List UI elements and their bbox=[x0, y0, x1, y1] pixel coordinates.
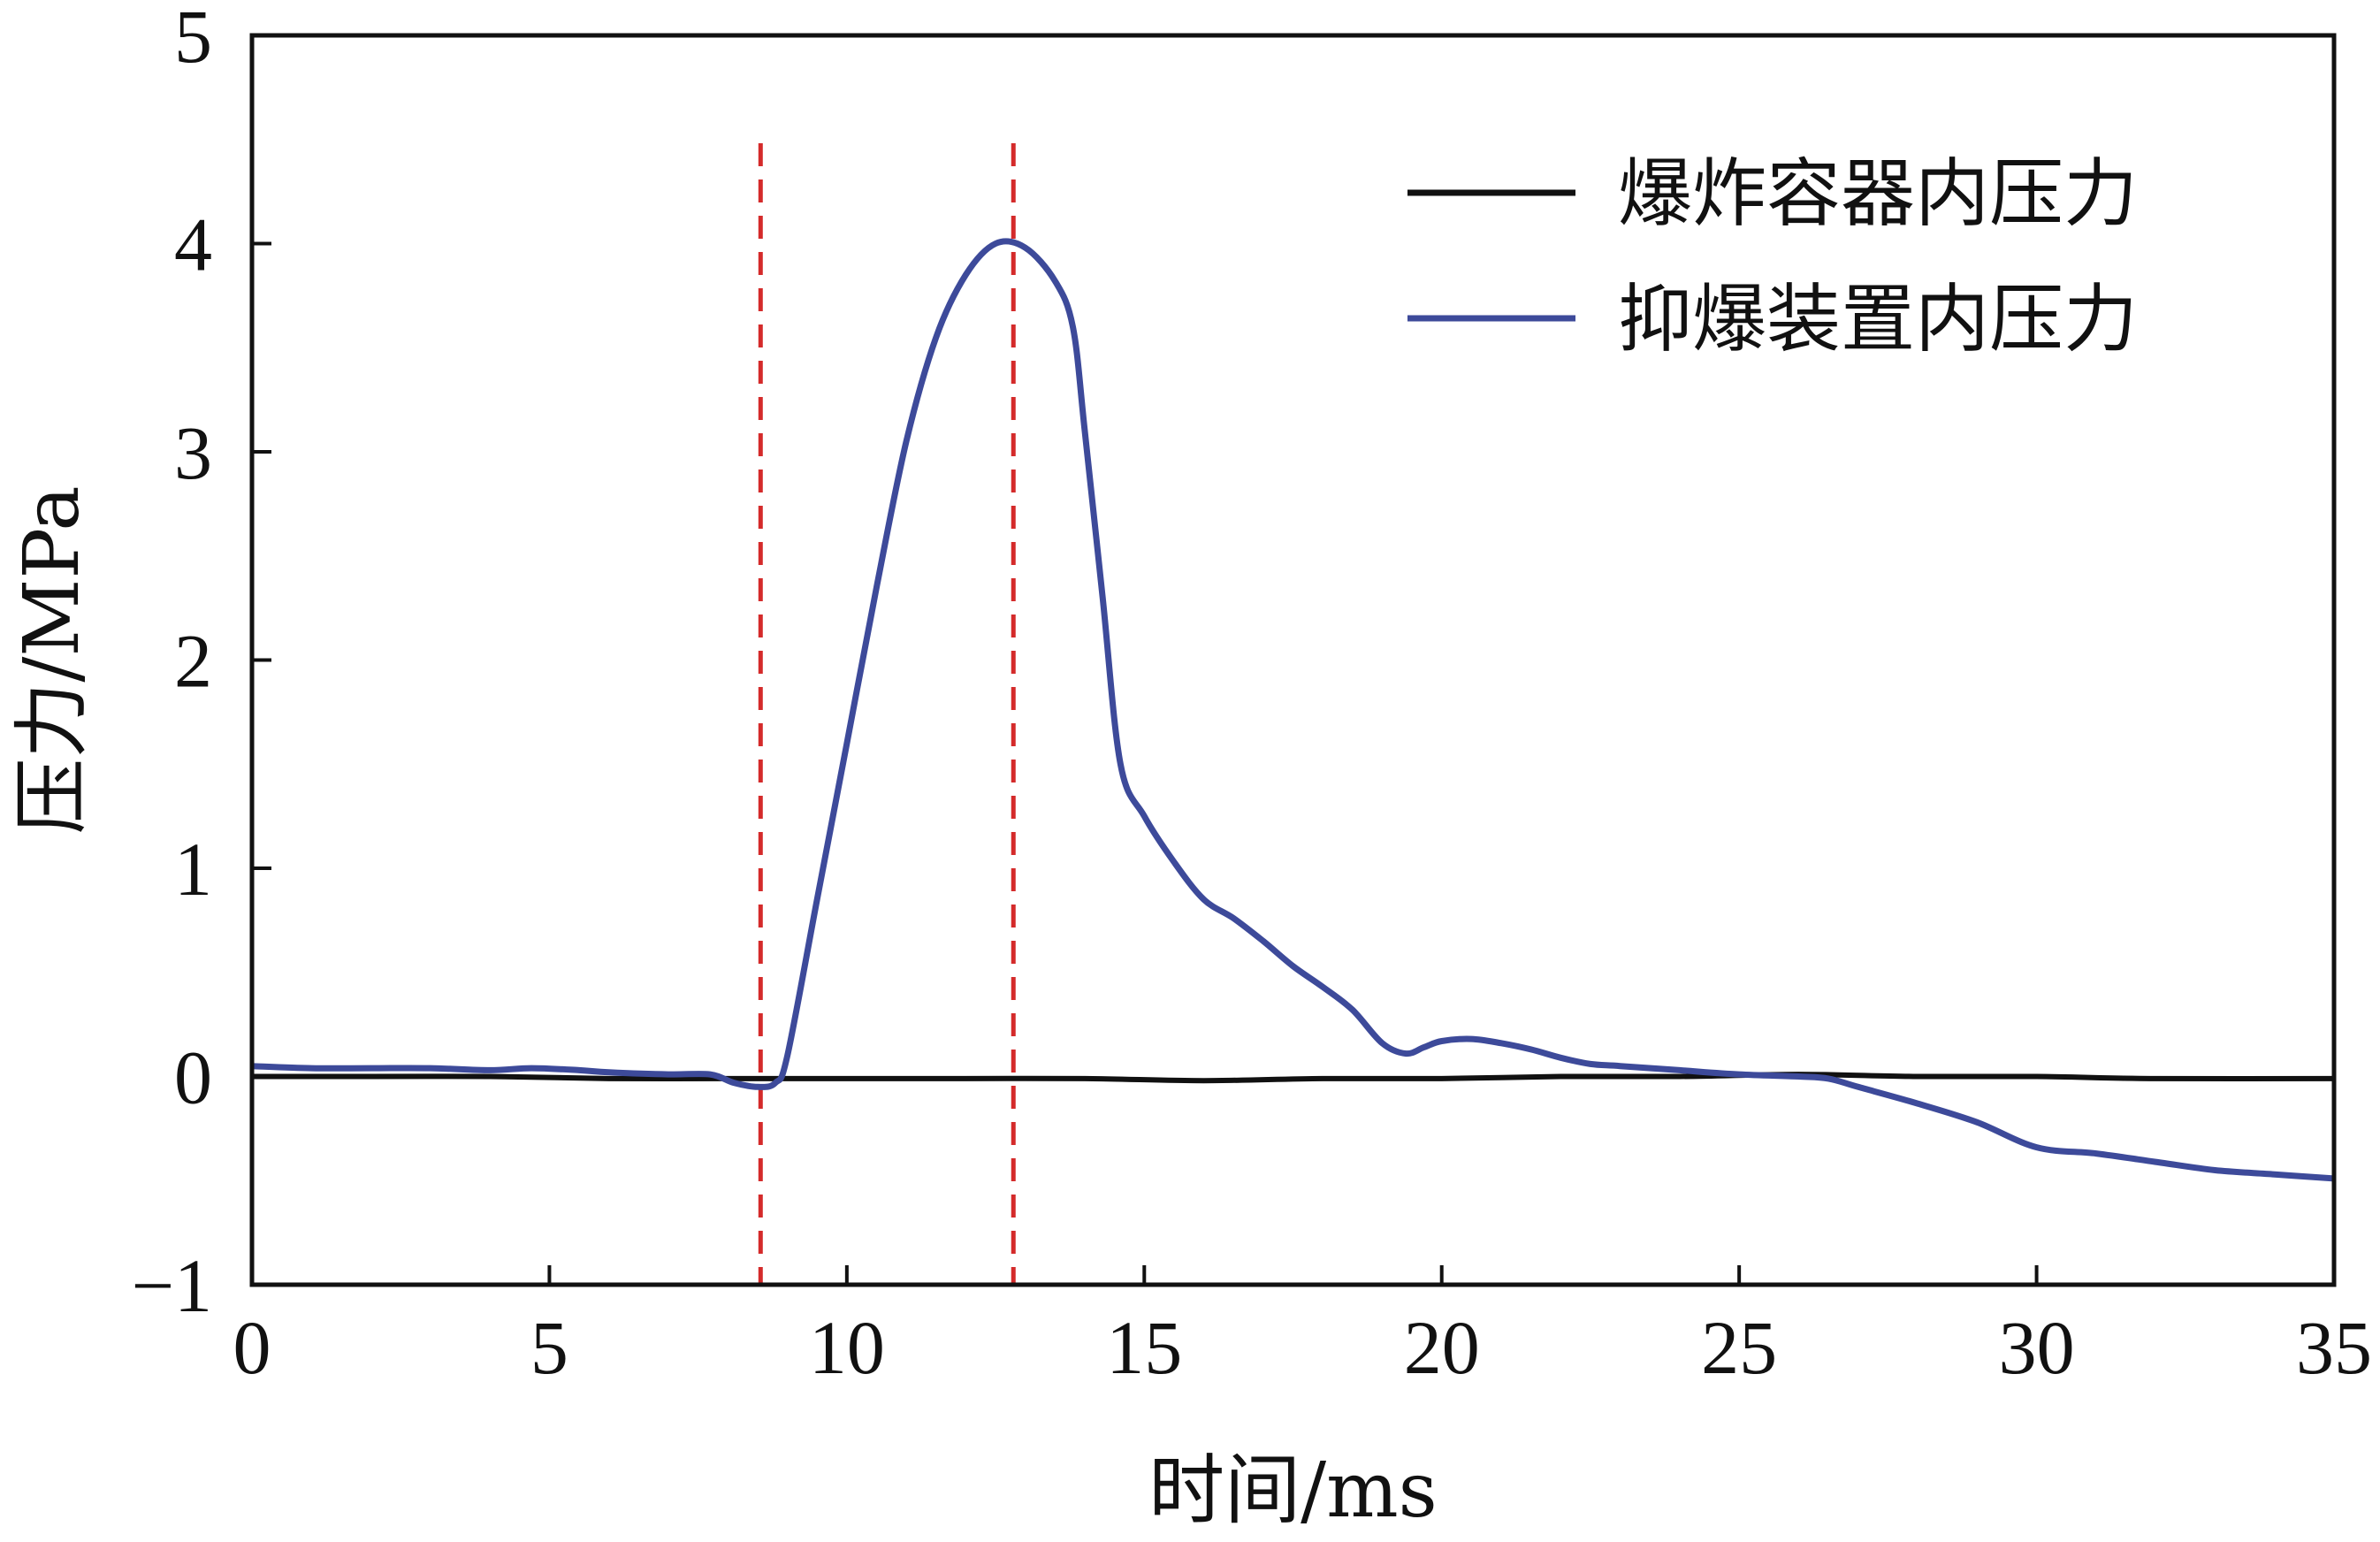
legend-label-1: 爆炸容器内压力 bbox=[1618, 150, 2138, 237]
x-tick-label: 5 bbox=[530, 1305, 568, 1390]
series-line-1 bbox=[252, 1072, 2334, 1084]
x-tick-label: 25 bbox=[1701, 1305, 1777, 1390]
y-tick-label: 2 bbox=[174, 619, 212, 704]
x-tick-label: 0 bbox=[233, 1305, 271, 1390]
y-tick-label: 1 bbox=[174, 827, 212, 912]
plot-area bbox=[252, 143, 2334, 1285]
x-tick-label: 15 bbox=[1106, 1305, 1182, 1390]
y-tick-label: 3 bbox=[174, 410, 212, 495]
x-tick-label: 30 bbox=[1999, 1305, 2075, 1390]
x-tick-label: 20 bbox=[1404, 1305, 1480, 1390]
y-tick-label: 5 bbox=[174, 0, 212, 79]
legend-label-2: 抑爆装置内压力 bbox=[1618, 276, 2138, 363]
x-axis-title: 时间/ms bbox=[1148, 1447, 1438, 1535]
y-tick-label: 0 bbox=[174, 1035, 212, 1120]
x-tick-label: 10 bbox=[809, 1305, 885, 1390]
series-line-2 bbox=[252, 238, 2334, 1182]
y-tick-label: −1 bbox=[131, 1243, 212, 1328]
y-tick-label: 4 bbox=[174, 202, 212, 287]
y-axis-title: 压力/MPa bbox=[8, 485, 96, 834]
x-tick-label: 35 bbox=[2296, 1305, 2372, 1390]
